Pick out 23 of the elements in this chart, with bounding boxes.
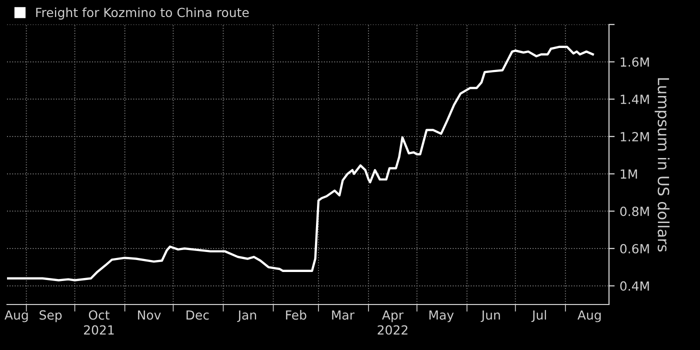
line-series (7, 46, 594, 282)
legend-label: Freight for Kozmino to China route (36, 8, 249, 20)
x-tick-label: Jun (480, 310, 500, 322)
x-tick-label: Dec (186, 310, 209, 320)
y-tick-label: 0.4M (620, 281, 649, 291)
y-tick-label: 1.4M (620, 94, 649, 104)
x-tick-label: Sep (40, 310, 62, 322)
x-tick-label: Oct 2021 (84, 310, 114, 335)
y-tick-label: 1.2M (620, 132, 649, 142)
x-tick-label: May (429, 310, 454, 322)
x-tick-label: Jan (237, 310, 256, 322)
y-axis-title: Lumpsum in US dollars (654, 78, 670, 252)
x-tick-label: Aug (4, 310, 28, 322)
y-tick-label: 1M (620, 169, 637, 179)
x-tick-label: Feb (286, 310, 306, 320)
y-tick-label: 0.8M (620, 206, 649, 216)
x-tick-label: Jul (531, 310, 546, 322)
x-tick-label: Aug (578, 310, 601, 322)
y-tick-label: 1.6M (620, 57, 649, 67)
x-tick-label: Mar (332, 310, 354, 320)
x-tick-label: Nov (138, 310, 161, 320)
y-tick-label: 0.6M (620, 244, 649, 254)
x-tick-label: Apr 2022 (378, 310, 408, 335)
